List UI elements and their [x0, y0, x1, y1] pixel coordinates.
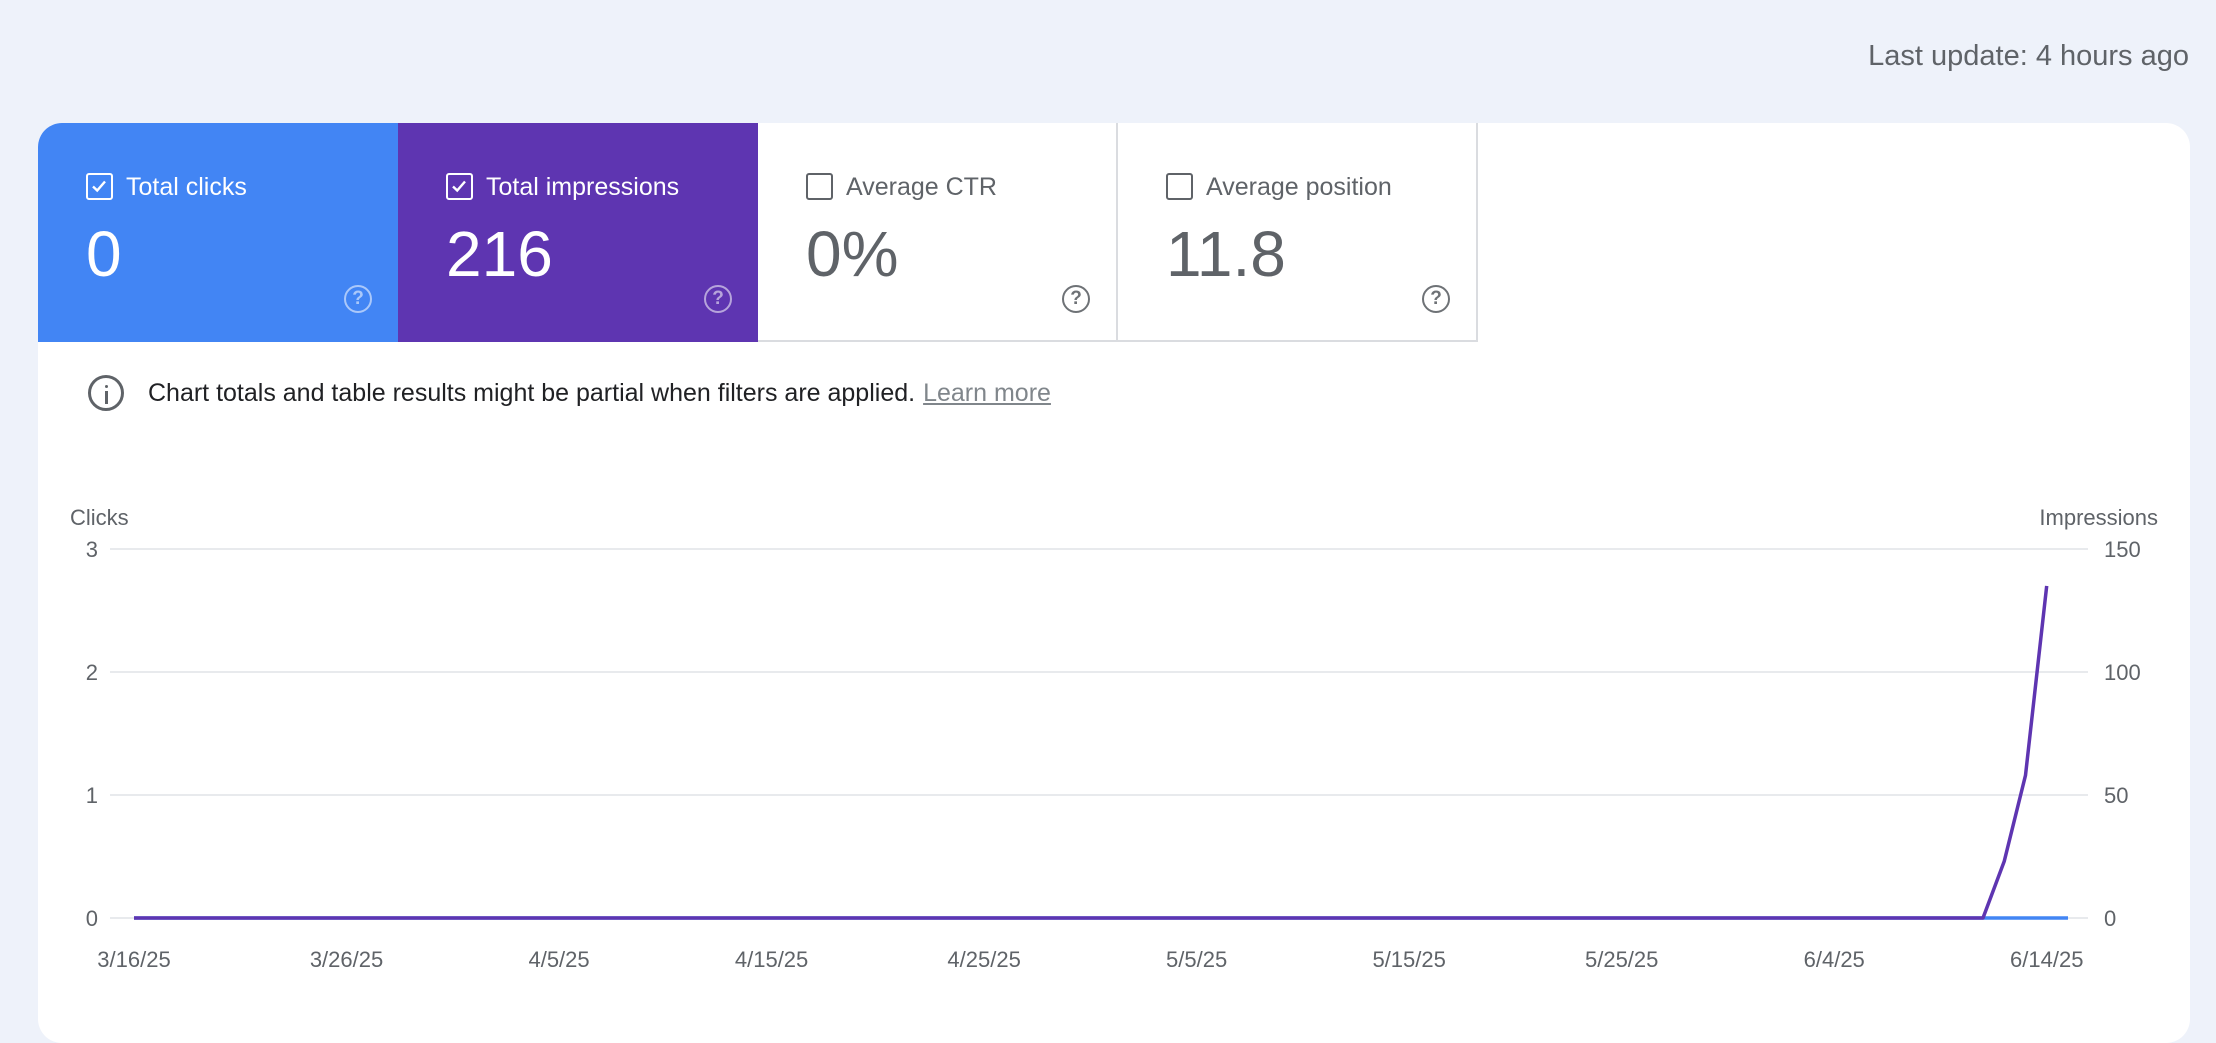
performance-card: Total clicks 0 ? Total impressions 216 ?… [38, 123, 2190, 1043]
metric-average-position[interactable]: Average position 11.8 ? [1118, 123, 1478, 342]
y-left-tick-label: 0 [86, 906, 98, 931]
x-tick-label: 4/15/25 [735, 947, 808, 972]
metric-value: 0 [86, 218, 122, 290]
metric-total-clicks[interactable]: Total clicks 0 ? [38, 123, 398, 342]
last-update-text: Last update: 4 hours ago [1868, 40, 2189, 72]
checkbox-unchecked-icon[interactable] [1166, 173, 1193, 200]
y-left-axis-label: Clicks [70, 505, 129, 530]
x-tick-label: 3/26/25 [310, 947, 383, 972]
x-tick-label: 5/25/25 [1585, 947, 1658, 972]
help-icon[interactable]: ? [704, 285, 732, 313]
checkbox-checked-icon[interactable] [86, 173, 113, 200]
metric-value: 0% [806, 218, 899, 290]
metric-value: 216 [446, 218, 553, 290]
y-left-tick-label: 3 [86, 537, 98, 562]
help-icon[interactable]: ? [344, 285, 372, 313]
x-tick-label: 6/14/25 [2010, 947, 2083, 972]
x-tick-label: 4/25/25 [947, 947, 1020, 972]
y-right-tick-label: 0 [2104, 906, 2116, 931]
y-right-tick-label: 50 [2104, 783, 2128, 808]
checkbox-checked-icon[interactable] [446, 173, 473, 200]
metric-label: Average position [1206, 173, 1392, 201]
x-tick-label: 5/15/25 [1372, 947, 1445, 972]
x-tick-label: 4/5/25 [528, 947, 589, 972]
notice-text: Chart totals and table results might be … [148, 378, 916, 407]
series-line-impressions [134, 585, 2049, 920]
info-icon [88, 375, 124, 411]
x-tick-label: 5/5/25 [1166, 947, 1227, 972]
y-left-tick-label: 1 [86, 783, 98, 808]
y-right-tick-label: 150 [2104, 537, 2141, 562]
metric-value: 11.8 [1166, 218, 1286, 290]
filter-notice: Chart totals and table results might be … [88, 375, 1051, 411]
help-icon[interactable]: ? [1422, 285, 1450, 313]
metric-total-impressions[interactable]: Total impressions 216 ? [398, 123, 758, 342]
x-tick-label: 6/4/25 [1804, 947, 1865, 972]
y-left-tick-label: 2 [86, 660, 98, 685]
metric-label: Total clicks [126, 173, 247, 201]
x-tick-label: 3/16/25 [97, 947, 170, 972]
metric-average-ctr[interactable]: Average CTR 0% ? [758, 123, 1118, 342]
y-right-axis-label: Impressions [2039, 505, 2158, 530]
metric-label: Total impressions [486, 173, 680, 201]
help-icon[interactable]: ? [1062, 285, 1090, 313]
metric-label: Average CTR [846, 173, 997, 201]
learn-more-link[interactable]: Learn more [923, 378, 1051, 407]
metric-tabs: Total clicks 0 ? Total impressions 216 ?… [38, 123, 1478, 342]
y-right-tick-label: 100 [2104, 660, 2141, 685]
checkbox-unchecked-icon[interactable] [806, 173, 833, 200]
